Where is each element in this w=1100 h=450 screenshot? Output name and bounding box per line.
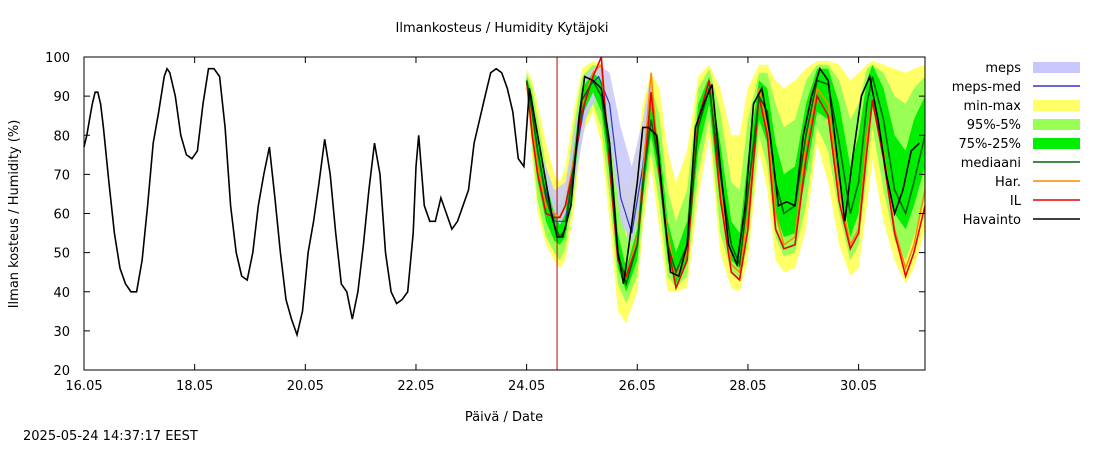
- y-tick-label: 50: [53, 247, 70, 262]
- legend-swatch: [1033, 62, 1080, 73]
- y-tick-label: 20: [53, 364, 70, 379]
- x-tick-label: 28.05: [729, 379, 766, 394]
- legend-label-il: IL: [1010, 194, 1022, 209]
- legend-label-meps: meps: [985, 61, 1021, 76]
- y-tick-label: 100: [45, 51, 70, 66]
- legend-swatch: [1033, 100, 1080, 111]
- x-tick-label: 18.05: [176, 379, 213, 394]
- legend-label-mediaani: mediaani: [961, 156, 1021, 171]
- chart-title: Ilmankosteus / Humidity Kytäjoki: [396, 21, 609, 36]
- y-tick-label: 80: [53, 129, 70, 144]
- meps-med-line: [542, 75, 652, 234]
- legend: meps meps-med min-max 95%-5% 75%-25% mediaani…: [952, 61, 1080, 228]
- legend-label-har-: Har.: [995, 175, 1021, 190]
- x-tick-label: 30.05: [840, 379, 877, 394]
- legend-label-95-5-: 95%-5%: [967, 118, 1021, 133]
- x-tick-label: 20.05: [287, 379, 324, 394]
- x-tick-label: 26.05: [619, 379, 656, 394]
- x-tick-label: 16.05: [65, 379, 102, 394]
- havainto-line: [83, 66, 921, 338]
- legend-label-75-25-: 75%-25%: [959, 137, 1021, 152]
- x-tick-label: 22.05: [397, 379, 434, 394]
- series-lines: [83, 56, 926, 370]
- axes: 20 30 40 50 60 70 80 90 100 16.05 18.05 20.05 22.05 2…: [45, 51, 926, 394]
- legend-swatch: [1033, 138, 1080, 149]
- legend-label-min-max: min-max: [963, 99, 1021, 114]
- x-axis-label: Päivä / Date: [465, 410, 543, 425]
- legend-label-havainto: Havainto: [963, 213, 1021, 228]
- y-tick-label: 70: [53, 168, 70, 183]
- y-tick-label: 90: [53, 90, 70, 105]
- legend-swatch: [1033, 119, 1080, 130]
- y-axis-label: Ilman kosteus / Humidity (%): [7, 120, 22, 309]
- x-tick-label: 24.05: [508, 379, 545, 394]
- y-tick-label: 40: [53, 286, 70, 301]
- timestamp: 2025-05-24 14:37:17 EEST: [23, 429, 198, 444]
- y-tick-label: 30: [53, 325, 70, 340]
- y-tick-label: 60: [53, 208, 70, 223]
- legend-label-meps-med: meps-med: [952, 80, 1021, 95]
